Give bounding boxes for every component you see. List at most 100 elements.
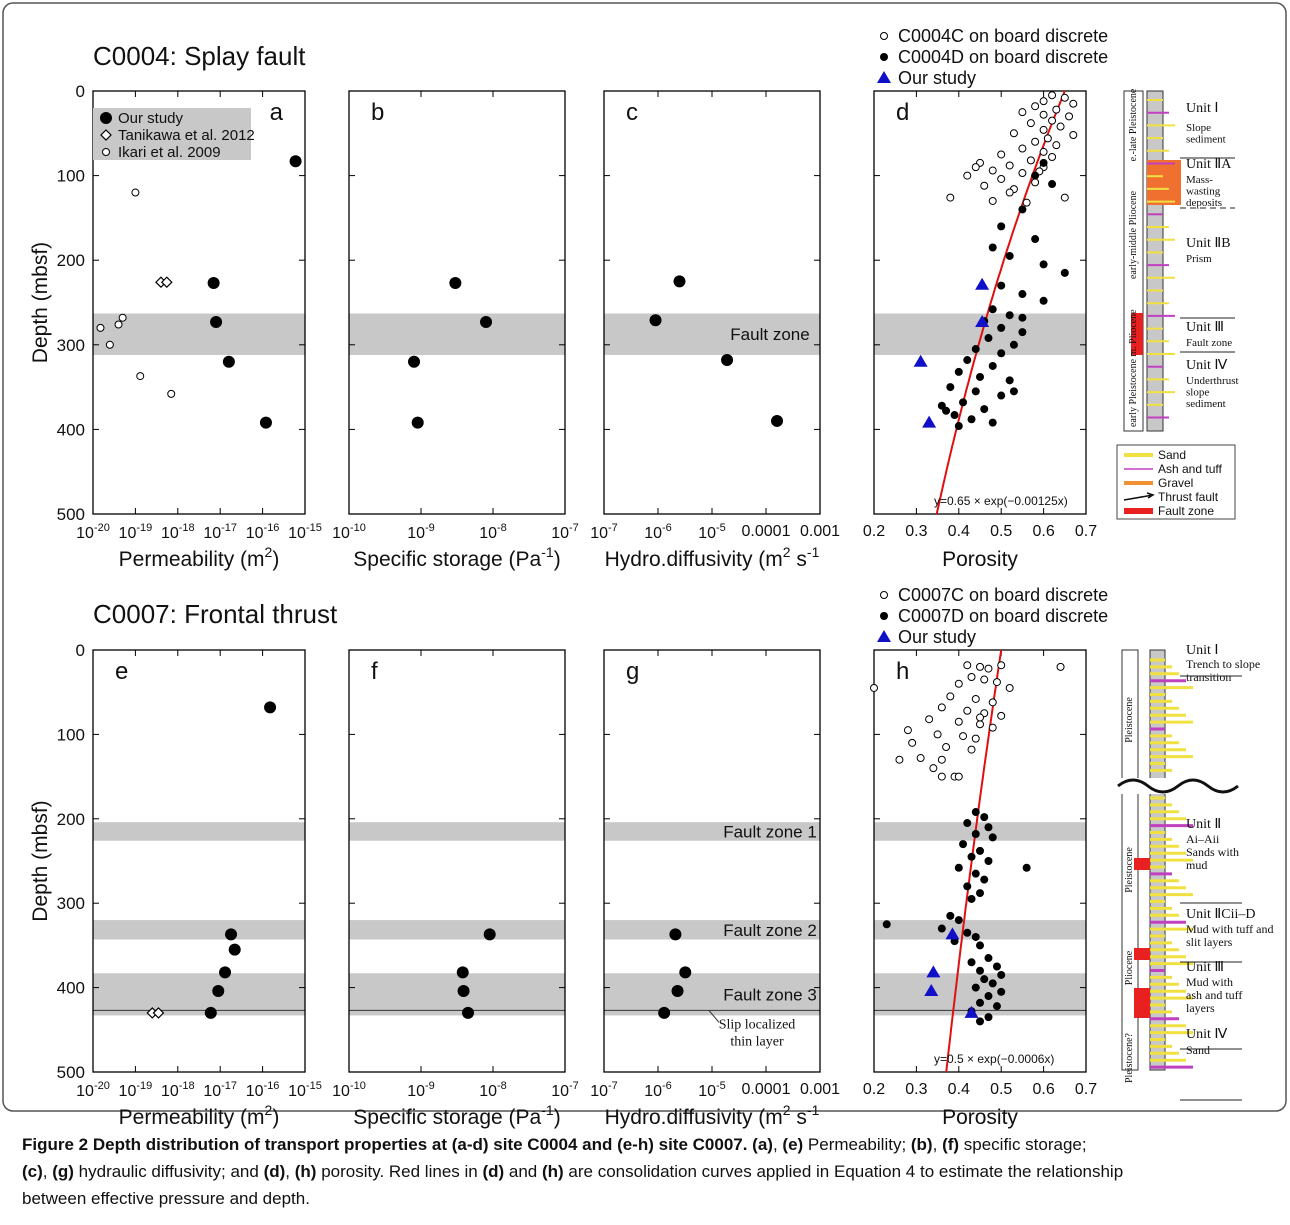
fault-zone-band xyxy=(604,822,820,841)
x-axis-label-part: s xyxy=(791,1106,807,1129)
marker xyxy=(1005,683,1014,692)
marker xyxy=(988,979,997,988)
unit-name: Unit Ⅱ xyxy=(1186,817,1221,832)
x-tick-label: 0.2 xyxy=(863,1081,885,1098)
tick-exponent: -16 xyxy=(264,522,280,534)
marker xyxy=(976,966,984,975)
marker xyxy=(877,71,891,83)
marker xyxy=(975,314,990,327)
marker xyxy=(945,927,960,940)
marker xyxy=(967,673,976,682)
x-axis-label-part: s xyxy=(791,548,807,571)
marker xyxy=(997,150,1006,159)
fit-curve xyxy=(935,90,1066,515)
tick-base: 10 xyxy=(479,525,497,542)
marker xyxy=(1048,116,1057,125)
x-axis-label-part: 2 xyxy=(783,1102,791,1118)
marker xyxy=(212,984,225,997)
y-tick-label: 100 xyxy=(57,167,85,186)
age-label: Pleistocene xyxy=(1124,847,1135,893)
marker xyxy=(671,984,684,997)
fault-zone-label: Fault zone 1 xyxy=(723,822,817,841)
x-tick-label: 10-20 xyxy=(76,1080,110,1100)
marker xyxy=(946,692,955,701)
fault-zone-band xyxy=(874,920,1086,940)
marker xyxy=(1065,112,1074,121)
marker xyxy=(449,277,462,290)
fault-zone-band xyxy=(604,973,820,1016)
legend-label: C0007C on board discrete xyxy=(898,585,1108,605)
marker xyxy=(976,713,984,722)
marker xyxy=(1048,91,1057,100)
tick-exponent: -8 xyxy=(497,522,507,534)
x-axis-label: Porosity xyxy=(942,548,1018,571)
caption-text: (c) xyxy=(22,1162,43,1181)
marker xyxy=(880,612,888,620)
x-axis-label: Specific storage (Pa-1) xyxy=(353,1102,560,1129)
marker xyxy=(1039,125,1048,134)
tick-exponent: -20 xyxy=(94,1080,110,1092)
marker xyxy=(984,823,993,832)
marker xyxy=(1005,188,1014,197)
marker xyxy=(1039,147,1048,156)
marker xyxy=(658,1006,671,1019)
unit-name: Unit ⅡA xyxy=(1186,157,1232,172)
caption-text: (h) xyxy=(295,1162,317,1181)
unit-name: Unit Ⅳ xyxy=(1186,1027,1227,1042)
marker xyxy=(721,354,734,367)
tick-exponent: -7 xyxy=(608,522,618,534)
marker xyxy=(988,833,997,842)
marker xyxy=(988,361,997,370)
x-tick-label: 10-20 xyxy=(76,522,110,542)
annotation-leader xyxy=(708,1010,720,1023)
unit-note: Sand xyxy=(1186,1043,1210,1057)
unit-name: Unit Ⅲ xyxy=(1186,320,1224,335)
marker xyxy=(105,340,114,349)
x-tick-label: 0.5 xyxy=(990,1081,1012,1098)
marker xyxy=(992,1002,1001,1011)
marker xyxy=(988,723,997,732)
tick-base: 10 xyxy=(161,525,179,542)
tick-exponent: -6 xyxy=(662,1080,672,1092)
marker xyxy=(1018,205,1027,214)
marker xyxy=(1039,158,1048,167)
x-tick-label: 10-8 xyxy=(479,522,507,542)
marker xyxy=(1052,105,1061,114)
marker xyxy=(971,345,980,354)
unit-note: Fault zone xyxy=(1186,337,1232,349)
x-tick-label: 10-16 xyxy=(246,1080,280,1100)
marker xyxy=(1005,251,1014,260)
fault-zone xyxy=(1134,858,1150,870)
marker xyxy=(1009,129,1018,138)
caption-text: , xyxy=(43,1162,52,1181)
marker xyxy=(971,869,980,878)
marker xyxy=(988,243,997,252)
marker xyxy=(1018,328,1027,337)
tick-exponent: -20 xyxy=(94,522,110,534)
marker xyxy=(102,148,110,156)
marker xyxy=(946,911,955,920)
tick-exponent: -17 xyxy=(221,522,237,534)
marker xyxy=(980,813,989,822)
unit-note: mud xyxy=(1186,858,1207,872)
marker xyxy=(988,166,997,175)
tick-base: 10 xyxy=(246,1083,264,1100)
x-tick-label: 10-15 xyxy=(288,522,322,542)
x-axis-label-part: -1 xyxy=(541,544,554,560)
x-axis-label: Permeability (m2) xyxy=(119,544,280,571)
marker xyxy=(1039,296,1048,305)
x-tick-label: 10-7 xyxy=(551,1080,579,1100)
marker xyxy=(929,764,938,773)
marker xyxy=(980,181,989,190)
marker xyxy=(136,372,145,381)
panel-letter: g xyxy=(626,658,639,685)
panel-letter: b xyxy=(371,99,384,126)
marker xyxy=(916,754,925,763)
fault-zone-band xyxy=(874,973,1086,1016)
marker xyxy=(118,313,127,322)
x-axis-label-part: -1 xyxy=(807,544,820,560)
marker xyxy=(971,932,980,941)
fault-zone-band xyxy=(93,973,305,1016)
mass-wasting xyxy=(1147,160,1181,205)
